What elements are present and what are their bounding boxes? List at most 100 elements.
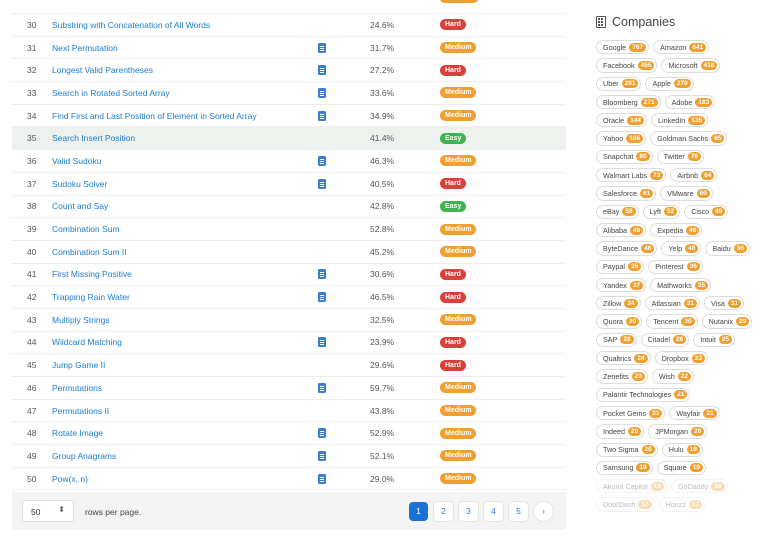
table-row[interactable]: 46 Permutations 59.7% Medium (12, 377, 566, 400)
table-row[interactable]: 35 Search Insert Position 41.4% Easy (12, 127, 566, 151)
company-tag[interactable]: JPMorgan 20 (648, 424, 708, 439)
problem-title-link[interactable]: First Missing Positive (52, 269, 132, 280)
company-tag[interactable]: Tencent 30 (646, 314, 698, 329)
company-tag[interactable]: Uber 281 (596, 76, 642, 91)
table-row[interactable]: 37 Sudoku Solver 40.5% Hard (12, 173, 566, 196)
table-row[interactable]: 38 Count and Say 42.8% Easy (12, 196, 566, 219)
company-tag[interactable]: eBay 58 (596, 204, 639, 219)
company-tag[interactable]: Snapchat 80 (596, 149, 653, 165)
table-row[interactable]: 45 Jump Game II 29.6% Hard (12, 354, 566, 377)
table-row[interactable]: 30 Substring with Concatenation of All Wo… (12, 14, 566, 37)
table-row[interactable]: 48 Rotate Image 52.9% Medium (12, 422, 566, 446)
table-row[interactable]: 43 Multiply Strings 32.5% Medium (12, 309, 566, 332)
page-4-button[interactable]: 4 (484, 502, 503, 521)
table-row[interactable]: 39 Combination Sum 52.8% Medium (12, 218, 566, 241)
company-tag[interactable]: GoDaddy 18 (670, 479, 728, 494)
company-tag[interactable]: Visa 31 (704, 296, 745, 311)
problem-title-link[interactable]: Wildcard Matching (52, 337, 122, 348)
solution-link[interactable] (318, 269, 327, 280)
page-1-button[interactable]: 1 (409, 502, 428, 521)
problem-title-link[interactable]: Combination Sum (52, 224, 120, 235)
table-row[interactable]: 32 Longest Valid Parentheses 27.2% Hard (12, 59, 566, 83)
problem-title-link[interactable]: Jump Game II (52, 360, 106, 371)
problem-title-link[interactable]: Multiply Strings (52, 314, 110, 325)
problem-title-link[interactable]: Count and Say (52, 201, 109, 212)
table-row[interactable]: 36 Valid Sudoku 46.3% Medium (12, 150, 566, 173)
problem-title-link[interactable]: Combination Sum II (52, 246, 127, 257)
problem-title-link[interactable]: Trapping Rain Water (52, 292, 130, 303)
problem-title-link[interactable]: Sudoku Solver (52, 178, 108, 189)
solution-link[interactable] (318, 450, 327, 461)
company-tag[interactable]: Pinterest 36 (648, 259, 703, 274)
solution-link[interactable] (318, 65, 327, 76)
problem-title-link[interactable]: Permutations (52, 382, 103, 393)
company-tag[interactable]: Baidu 36 (705, 241, 750, 256)
company-tag[interactable]: Goldman Sachs 85 (650, 131, 728, 146)
company-tag[interactable]: Qualtrics 24 (596, 351, 651, 366)
company-tag[interactable]: Bloomberg 271 (596, 94, 661, 110)
company-tag[interactable]: Square 19 (656, 460, 707, 476)
company-tag[interactable]: Paypal 35 (596, 259, 645, 274)
problem-title-link[interactable]: Search in Rotated Sorted Array (52, 87, 170, 98)
problem-title-link[interactable]: Rotate Image (52, 428, 104, 439)
page-5-button[interactable]: 5 (509, 502, 528, 521)
company-tag[interactable]: Hulu 19 (661, 442, 703, 457)
solution-link[interactable] (318, 155, 327, 166)
company-tag[interactable]: SAP 28 (596, 332, 637, 348)
problem-title-link[interactable]: Substring with Concatenation of All Word… (52, 19, 211, 30)
problem-title-link[interactable]: Longest Valid Parentheses (52, 65, 153, 76)
company-tag[interactable]: Intuit 25 (693, 332, 736, 348)
company-tag[interactable]: Alibaba 46 (596, 222, 647, 238)
problem-title-link[interactable]: Search Insert Position (52, 133, 136, 144)
company-tag[interactable]: Expedia 46 (650, 222, 703, 238)
company-tag[interactable]: Apple 270 (645, 76, 694, 91)
company-tag[interactable]: Houzz 17 (658, 497, 706, 512)
company-tag[interactable]: Wayfair 21 (669, 405, 720, 421)
solution-link[interactable] (318, 42, 327, 53)
problem-title-link[interactable]: Find First and Last Position of Element … (52, 110, 257, 121)
company-tag[interactable]: Zenefits 23 (596, 369, 648, 384)
company-tag[interactable]: Samsung 19 (596, 460, 653, 476)
company-tag[interactable]: Amazon 641 (653, 40, 710, 55)
problem-title-link[interactable]: Group Anagrams (52, 450, 117, 461)
table-row[interactable]: 44 Wildcard Matching 23.9% Hard (12, 332, 566, 355)
solution-link[interactable] (318, 292, 327, 303)
company-tag[interactable]: Dropbox 23 (654, 351, 708, 366)
table-row[interactable]: 50 Pow(x, n) 29.0% Medium (12, 468, 566, 491)
company-tag[interactable]: Walmart Labs 73 (596, 168, 667, 183)
company-tag[interactable]: Quora 30 (596, 314, 643, 329)
company-tag[interactable]: Mathworks 35 (650, 277, 712, 293)
table-row[interactable]: 42 Trapping Rain Water 46.5% Hard (12, 286, 566, 309)
solution-link[interactable] (318, 87, 327, 98)
company-tag[interactable]: Atlassian 31 (644, 296, 701, 311)
company-tag[interactable]: Yandex 37 (596, 277, 647, 293)
company-tag[interactable]: Citadel 26 (640, 332, 690, 348)
table-row[interactable]: 47 Permutations II 43.8% Medium (12, 400, 566, 423)
page-3-button[interactable]: 3 (459, 502, 478, 521)
next-page-button[interactable]: › (534, 502, 553, 521)
table-row[interactable]: 34 Find First and Last Position of Elemen… (12, 105, 566, 128)
company-tag[interactable]: ByteDance 46 (596, 241, 658, 256)
company-tag[interactable]: Yelp 40 (661, 241, 702, 256)
company-tag[interactable]: LinkedIn 135 (651, 113, 709, 128)
problem-title-link[interactable]: Next Permutation (52, 42, 118, 53)
company-tag[interactable]: Facebook 455 (596, 58, 658, 73)
company-tag[interactable]: Lyft 52 (642, 204, 681, 219)
company-tag[interactable]: Cisco 49 (684, 204, 729, 219)
company-tag[interactable]: Yahoo 106 (596, 131, 647, 146)
company-tag[interactable]: Oracle 144 (596, 113, 648, 128)
company-tag[interactable]: Wish 22 (651, 369, 695, 384)
table-row[interactable]: 49 Group Anagrams 52.1% Medium (12, 445, 566, 468)
company-tag[interactable]: Microsoft 418 (661, 58, 721, 73)
company-tag[interactable]: Google 767 (596, 40, 650, 55)
company-tag[interactable]: Twitter 76 (656, 149, 705, 165)
solution-link[interactable] (318, 473, 327, 484)
company-tag[interactable]: Airbnb 64 (670, 168, 718, 183)
rows-per-page-select[interactable]: 50 ⬍ (22, 500, 74, 522)
solution-link[interactable] (318, 428, 327, 439)
company-tag[interactable]: Palantir Technologies 21 (596, 387, 691, 402)
table-row[interactable]: 41 First Missing Positive 30.6% Hard (12, 264, 566, 287)
table-row[interactable]: 33 Search in Rotated Sorted Array 33.6% Med… (12, 82, 566, 105)
company-tag[interactable]: VMware 60 (660, 186, 713, 201)
page-2-button[interactable]: 2 (434, 502, 453, 521)
